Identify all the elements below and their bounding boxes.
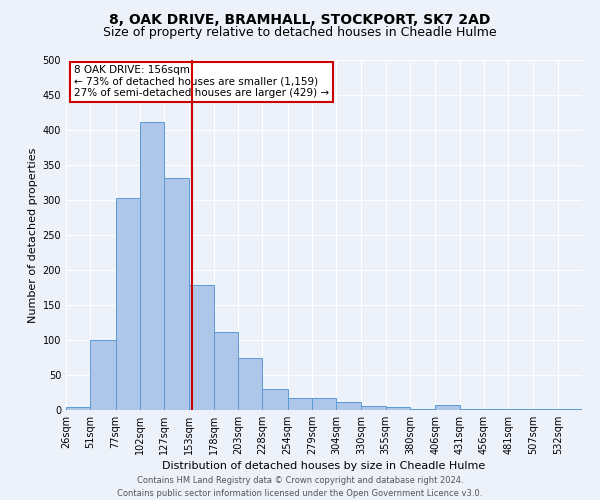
X-axis label: Distribution of detached houses by size in Cheadle Hulme: Distribution of detached houses by size … bbox=[163, 461, 485, 471]
Bar bbox=[361, 406, 386, 410]
Bar bbox=[116, 198, 140, 410]
Bar bbox=[287, 398, 312, 410]
Bar bbox=[190, 284, 214, 410]
Text: 8 OAK DRIVE: 156sqm
← 73% of detached houses are smaller (1,159)
27% of semi-det: 8 OAK DRIVE: 156sqm ← 73% of detached ho… bbox=[74, 66, 329, 98]
Bar bbox=[508, 408, 533, 410]
Bar bbox=[66, 406, 90, 410]
Bar bbox=[435, 405, 460, 410]
Text: Contains HM Land Registry data © Crown copyright and database right 2024.
Contai: Contains HM Land Registry data © Crown c… bbox=[118, 476, 482, 498]
Bar bbox=[336, 402, 361, 410]
Text: Size of property relative to detached houses in Cheadle Hulme: Size of property relative to detached ho… bbox=[103, 26, 497, 39]
Bar bbox=[214, 332, 238, 410]
Bar bbox=[140, 122, 164, 410]
Y-axis label: Number of detached properties: Number of detached properties bbox=[28, 148, 38, 322]
Bar bbox=[238, 358, 262, 410]
Bar bbox=[164, 178, 190, 410]
Text: 8, OAK DRIVE, BRAMHALL, STOCKPORT, SK7 2AD: 8, OAK DRIVE, BRAMHALL, STOCKPORT, SK7 2… bbox=[109, 12, 491, 26]
Bar bbox=[262, 389, 287, 410]
Bar bbox=[90, 340, 116, 410]
Bar bbox=[312, 398, 336, 410]
Bar bbox=[386, 407, 410, 410]
